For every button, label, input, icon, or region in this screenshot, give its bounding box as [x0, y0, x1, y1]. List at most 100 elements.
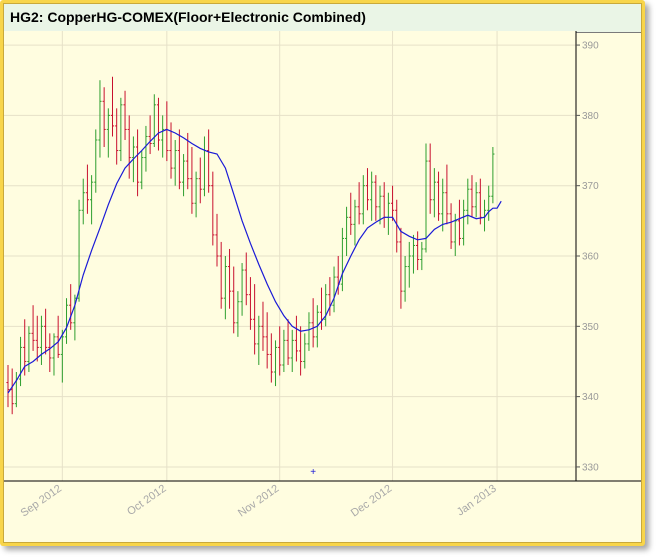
ohlc-bar — [18, 336, 23, 387]
ohlc-bar — [436, 171, 441, 221]
ohlc-bar — [115, 108, 119, 165]
ohlc-bar — [39, 315, 44, 365]
ohlc-bar — [411, 234, 416, 274]
ohlc-bar — [378, 185, 382, 225]
y-tick-label: 380 — [582, 111, 599, 122]
ohlc-bar — [240, 263, 244, 316]
ohlc-bar — [395, 199, 399, 253]
ohlc-bar — [332, 266, 336, 313]
ohlc-bar — [144, 125, 148, 172]
ohlc-bar — [269, 333, 273, 383]
ohlc-bar — [35, 315, 39, 362]
ohlc-bar — [244, 252, 248, 306]
ohlc-bar — [374, 175, 378, 221]
ohlc-bar — [432, 168, 436, 218]
moving-average — [7, 128, 502, 394]
ohlc-bar — [361, 175, 365, 225]
ohlc-bar — [299, 326, 303, 376]
ohlc-bar — [102, 87, 106, 148]
ohlc-bar — [470, 175, 474, 218]
ohlc-bar — [487, 185, 491, 221]
ohlc-bar — [77, 199, 81, 302]
ohlc-bar — [349, 192, 353, 235]
ohlc-bar — [273, 340, 278, 387]
ohlc-bar — [94, 129, 98, 193]
ohlc-bar — [265, 312, 269, 369]
ohlc-bar — [211, 171, 215, 246]
ohlc-bar — [148, 115, 152, 155]
ohlc-bar — [161, 115, 165, 158]
ohlc-bar — [227, 248, 232, 309]
ohlc-bar — [90, 175, 94, 225]
ohlc-bar — [303, 333, 307, 369]
x-tick-label: Jan 2013 — [455, 483, 499, 519]
annotations: + — [310, 467, 316, 478]
ohlc-bar — [282, 329, 286, 373]
ohlc-bar — [207, 129, 211, 193]
marker-plus: + — [310, 467, 316, 478]
ohlc-bar — [60, 329, 64, 383]
ohlc-bar — [31, 305, 35, 351]
ohlc-bar — [294, 315, 299, 362]
ohlc-bar — [340, 227, 344, 292]
ohlc-bar — [181, 154, 186, 197]
ohlc-bar — [156, 97, 161, 151]
x-axis-ticks: Sep 2012 Oct 2012 Nov 2012 Dec 2012 Jan 2013 — [19, 483, 499, 520]
ohlc-bar — [424, 143, 428, 253]
ohlc-bar — [344, 206, 349, 256]
ohlc-bar — [278, 326, 282, 376]
ohlc-bar — [110, 76, 115, 137]
ohlc-bar — [365, 168, 370, 211]
ohlc-bar — [194, 171, 198, 218]
ohlc-bar — [428, 143, 432, 214]
ohlc-bar — [69, 284, 73, 330]
ohlc-bar — [223, 256, 227, 320]
ohlc-bar — [215, 213, 219, 267]
ohlc-bar — [457, 199, 462, 246]
ohlc-bar — [403, 256, 407, 302]
ohlc-bar — [290, 329, 294, 373]
x-tick-label: Oct 2012 — [125, 483, 168, 518]
x-tick-label: Dec 2012 — [349, 483, 394, 520]
ohlc-bar — [6, 364, 10, 408]
ohlc-bar — [253, 284, 257, 355]
ohlc-bar — [491, 147, 495, 204]
ohlc-bar — [48, 333, 52, 373]
y-tick-label: 370 — [582, 181, 599, 192]
ohlc-bar — [219, 241, 223, 309]
ohlc-bar — [324, 284, 328, 327]
ohlc-bar — [52, 333, 56, 376]
x-tick-label: Nov 2012 — [236, 483, 281, 520]
ohlc-bar — [307, 312, 311, 351]
ohlc-bar — [236, 291, 240, 337]
ohlc-bar — [44, 308, 48, 355]
moving-average-line — [7, 128, 502, 394]
ohlc-bar — [357, 182, 361, 225]
ohlc-bar — [81, 178, 85, 225]
ohlc-bar — [232, 266, 236, 334]
ohlc-bar — [190, 147, 194, 214]
ohlc-bar — [123, 90, 127, 140]
ohlc-bars — [6, 76, 495, 415]
ohlc-bar — [416, 231, 420, 271]
ohlc-bar — [248, 277, 253, 330]
ohlc-bar — [186, 132, 190, 190]
y-tick-label: 330 — [582, 462, 599, 473]
ohlc-bar — [119, 97, 123, 162]
ohlc-bar — [177, 129, 181, 190]
ohlc-bar — [140, 150, 144, 190]
ohlc-bar — [173, 139, 177, 186]
ohlc-bar — [399, 227, 403, 309]
ohlc-bar — [474, 182, 478, 218]
ohlc-bar — [353, 199, 357, 246]
ohlc-bar — [85, 164, 90, 214]
y-tick-label: 390 — [582, 41, 599, 52]
ohlc-bar — [420, 241, 424, 271]
y-tick-label: 360 — [582, 252, 599, 263]
ohlc-bar — [445, 164, 449, 225]
y-tick-label: 340 — [582, 392, 599, 403]
ohlc-bar — [407, 241, 411, 288]
ohlc-bar — [64, 298, 69, 344]
ohlc-bar — [462, 199, 466, 246]
